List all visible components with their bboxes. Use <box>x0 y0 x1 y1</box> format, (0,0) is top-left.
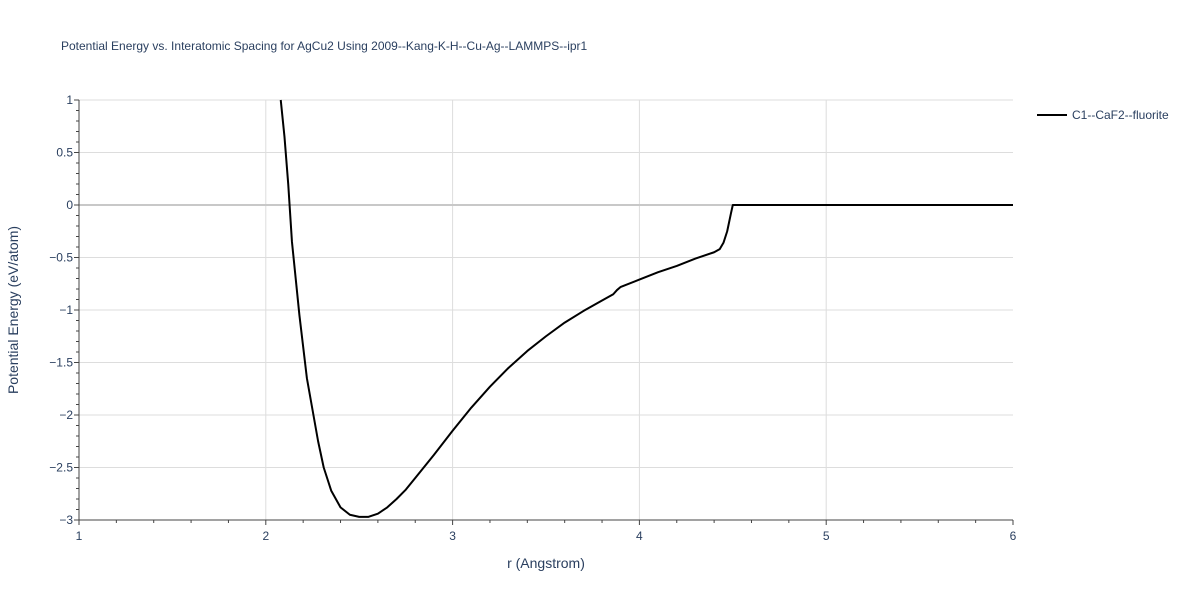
legend[interactable]: C1--CaF2--fluorite <box>1037 108 1169 122</box>
y-tick-label: −2 <box>59 408 73 422</box>
x-tick-label: 6 <box>1010 529 1017 543</box>
y-tick-label: −3 <box>59 513 73 527</box>
y-tick-label: 0 <box>66 198 73 212</box>
chart-title: Potential Energy vs. Interatomic Spacing… <box>61 39 588 53</box>
axes: 1 2 3 4 5 6 −3 −2.5 −2 −1.5 −1 −0.5 0 0.5 1 <box>49 93 1016 543</box>
y-tick-label: −0.5 <box>49 251 73 265</box>
x-tick-label: 1 <box>76 529 83 543</box>
x-axis-label: r (Angstrom) <box>507 555 585 571</box>
x-tick-label: 4 <box>636 529 643 543</box>
x-tick-label: 5 <box>823 529 830 543</box>
y-tick-label: −1.5 <box>49 356 73 370</box>
series-line <box>279 99 1013 518</box>
series-layer <box>279 99 1013 518</box>
y-axis-label: Potential Energy (eV/atom) <box>5 226 21 394</box>
x-tick-label: 3 <box>449 529 456 543</box>
x-tick-label: 2 <box>262 529 269 543</box>
legend-item-label: C1--CaF2--fluorite <box>1072 108 1169 122</box>
y-tick-label: 0.5 <box>56 146 73 160</box>
y-tick-label: 1 <box>66 93 73 107</box>
y-tick-label: −1 <box>59 303 73 317</box>
y-tick-label: −2.5 <box>49 461 73 475</box>
